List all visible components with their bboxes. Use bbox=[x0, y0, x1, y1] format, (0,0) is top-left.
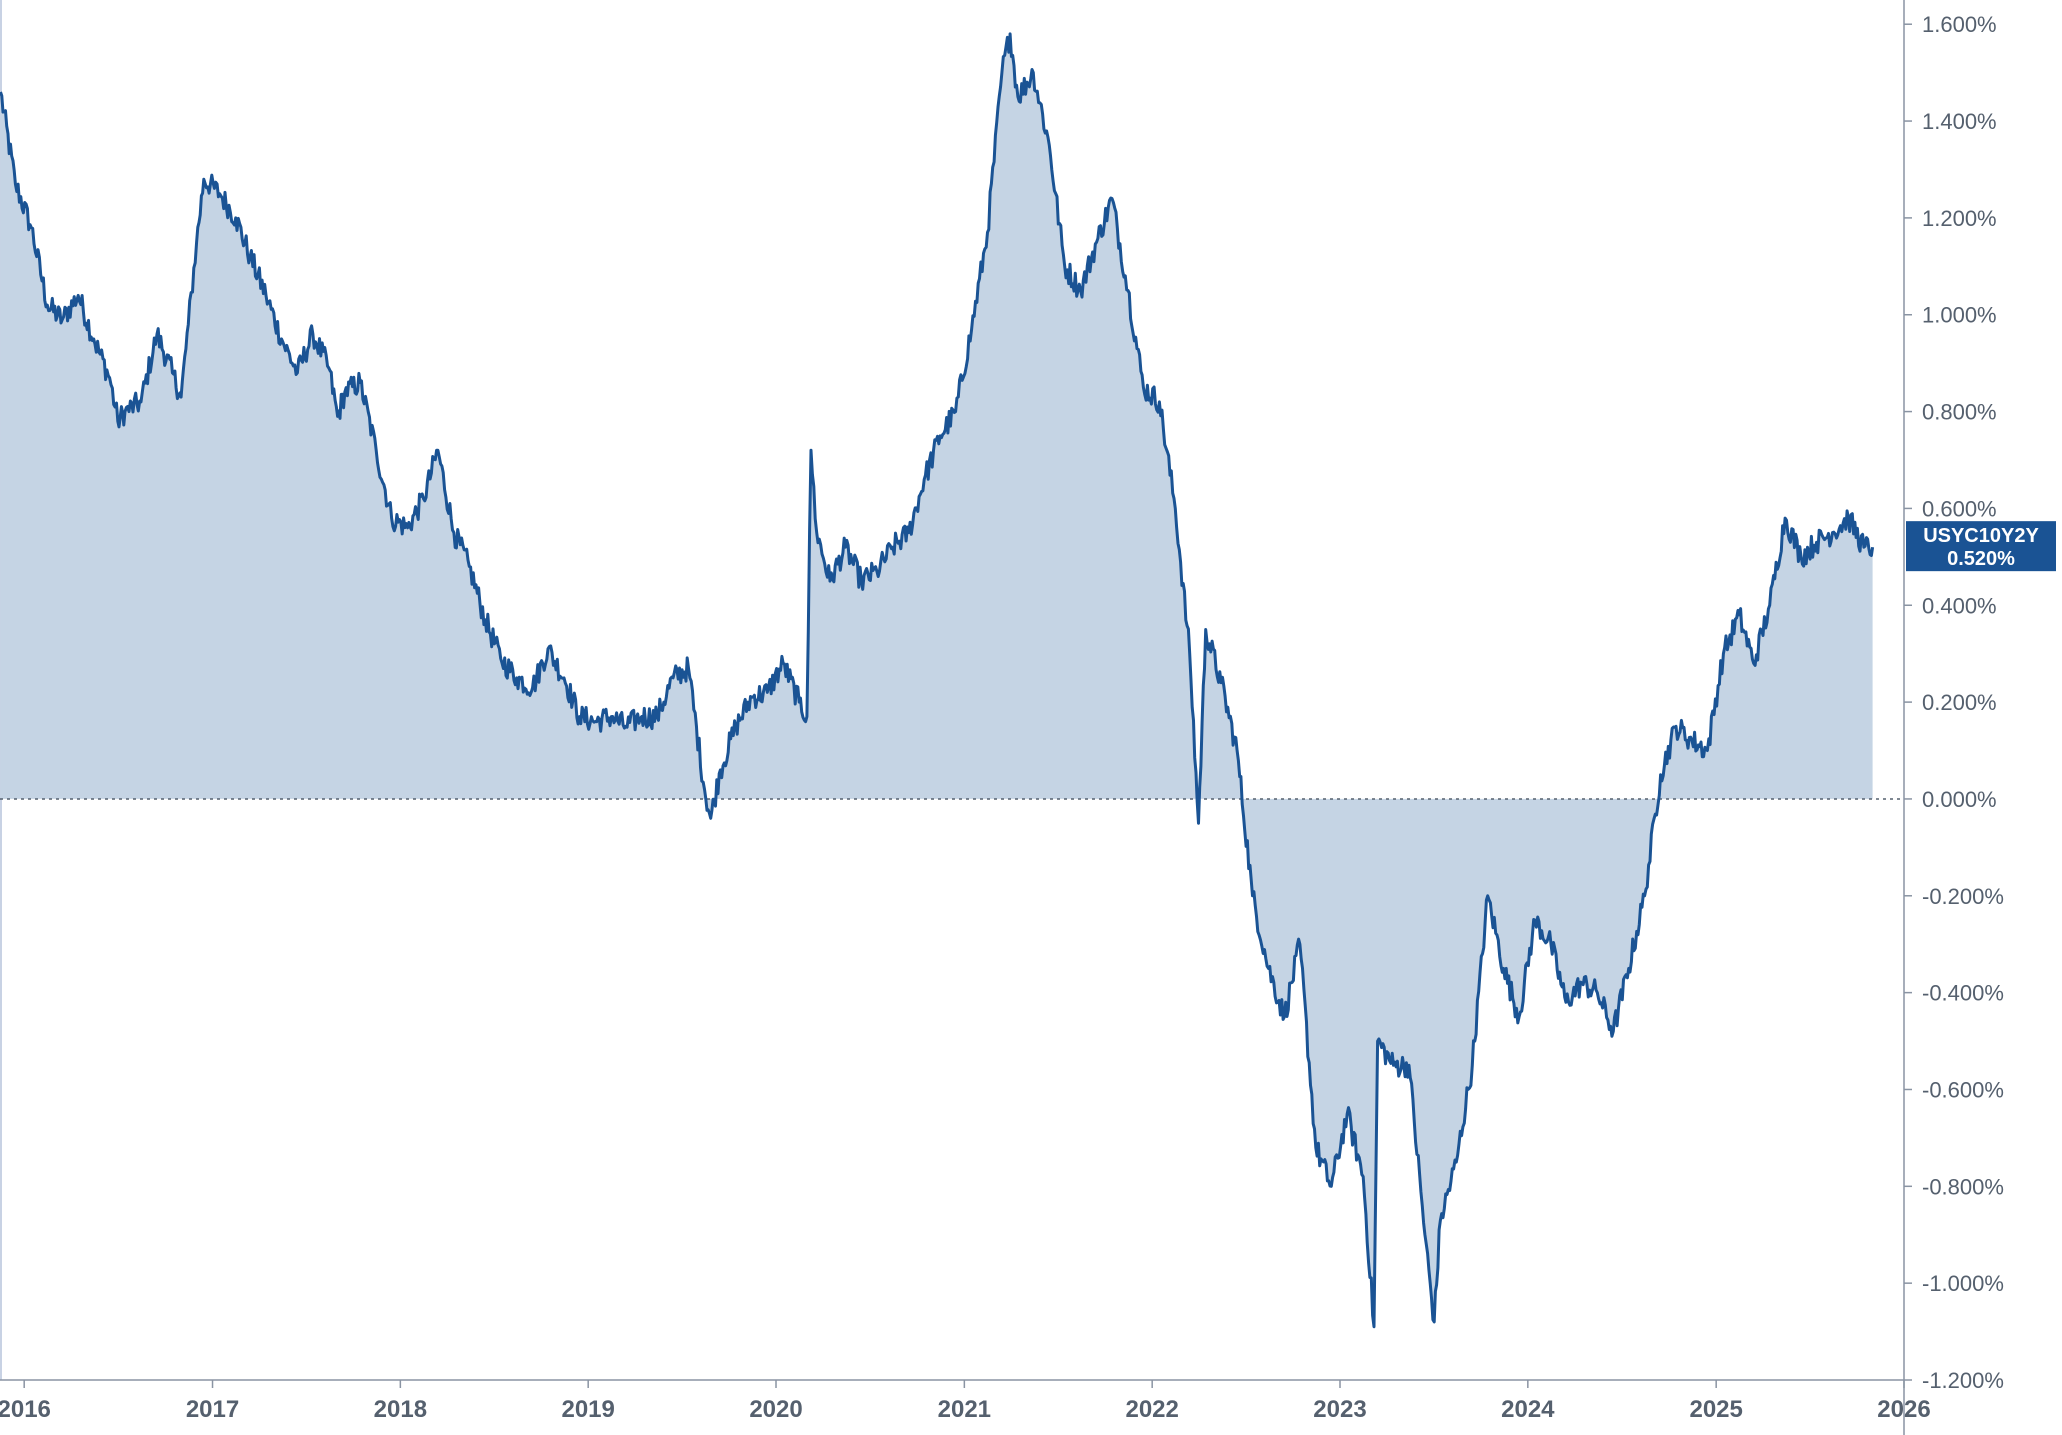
x-tick-label: 2019 bbox=[561, 1396, 614, 1423]
y-tick-label: -0.600% bbox=[1922, 1077, 2004, 1102]
x-tick-label: 2026 bbox=[1877, 1396, 1930, 1423]
x-tick-label: 2018 bbox=[374, 1396, 427, 1423]
x-tick-label: 2020 bbox=[749, 1396, 802, 1423]
y-tick-label: 1.200% bbox=[1922, 206, 1997, 231]
y-tick-label: 1.600% bbox=[1922, 12, 1997, 37]
y-tick-label: 0.400% bbox=[1922, 593, 1997, 618]
y-tick-label: -0.800% bbox=[1922, 1174, 2004, 1199]
x-tick-label: 2024 bbox=[1501, 1396, 1555, 1423]
last-value-tag-box bbox=[1906, 521, 2056, 572]
y-tick-label: -0.400% bbox=[1922, 981, 2004, 1006]
x-tick-label: 2022 bbox=[1125, 1396, 1178, 1423]
y-tick-label: 1.400% bbox=[1922, 109, 1997, 134]
x-axis: 2016 2017 2018 2019 2020 2021 2022 2023 2024 2025… bbox=[0, 1380, 1931, 1423]
x-tick-label: 2017 bbox=[186, 1396, 239, 1423]
last-value-tag-value: 0.520% bbox=[1947, 548, 2015, 570]
y-tick-label: -1.200% bbox=[1922, 1368, 2004, 1393]
plot-area bbox=[0, 32, 1904, 1329]
y-tick-label: 0.800% bbox=[1922, 400, 1997, 425]
x-tick-label: 2016 bbox=[0, 1396, 51, 1423]
y-tick-label: 0.600% bbox=[1922, 496, 1997, 521]
series-line bbox=[0, 32, 1875, 1329]
x-tick-label: 2023 bbox=[1313, 1396, 1366, 1423]
y-tick-label: 0.000% bbox=[1922, 787, 1997, 812]
last-value-tag-label: USYC10Y2Y bbox=[1923, 525, 2039, 547]
y-axis: 1.600% 1.400% 1.200% 1.000% 0.800% 0.600% 0.40… bbox=[1904, 12, 2004, 1393]
x-tick-label: 2025 bbox=[1689, 1396, 1742, 1423]
y-tick-label: -1.000% bbox=[1922, 1271, 2004, 1296]
last-value-tag: USYC10Y2Y 0.520% bbox=[1906, 521, 2056, 572]
y-tick-label: 1.000% bbox=[1922, 303, 1997, 328]
y-tick-label: 0.200% bbox=[1922, 690, 1997, 715]
x-tick-label: 2021 bbox=[938, 1396, 991, 1423]
series-area-fill bbox=[0, 33, 1873, 1327]
y-tick-label: -0.200% bbox=[1922, 884, 2004, 909]
